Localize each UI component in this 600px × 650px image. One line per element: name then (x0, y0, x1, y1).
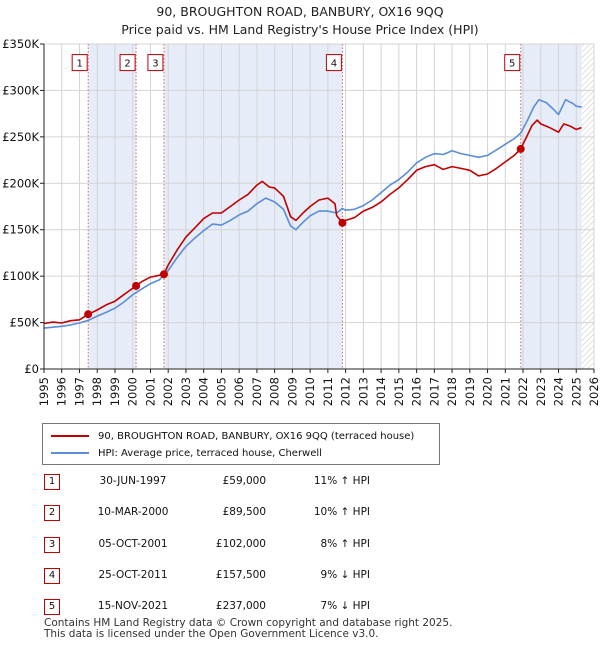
x-tick-label: 1999 (108, 377, 122, 406)
sale-price: £59,000 (222, 475, 266, 487)
x-tick-label: 2024 (552, 377, 566, 406)
x-tick-label: 2002 (161, 377, 175, 406)
y-tick-label: £200K (2, 176, 39, 190)
sale-point (338, 218, 347, 227)
legend-swatch-hpi (51, 452, 89, 454)
sale-label-number: 1 (76, 59, 82, 70)
x-tick-label: 2008 (268, 377, 282, 406)
y-tick-label: £100K (2, 269, 39, 283)
x-tick-label: 2026 (587, 377, 600, 406)
sale-label-number: 4 (331, 59, 337, 70)
sale-hpi-diff: 9% ↓ HPI (320, 569, 370, 581)
sale-row: 2 10-MAR-2000 £89,500 10% ↑ HPI (0, 500, 600, 526)
sale-number-badge: 4 (44, 568, 60, 584)
sale-label-box (147, 54, 164, 72)
property-price-line (43, 119, 582, 325)
chart-subtitle: Price paid vs. HM Land Registry's House … (121, 22, 478, 37)
shaded-period (88, 44, 137, 369)
sale-date: 15-NOV-2021 (97, 600, 169, 612)
attribution-line-2: This data is licensed under the Open Gov… (44, 628, 379, 640)
x-tick-label: 1996 (55, 377, 69, 406)
sale-number-badge: 2 (44, 505, 60, 521)
sale-number-badge: 5 (44, 599, 60, 615)
hpi-line (43, 98, 582, 329)
sale-hpi-diff: 8% ↑ HPI (320, 538, 370, 550)
sale-number-badge: 3 (44, 537, 60, 553)
x-tick-label: 2011 (321, 377, 335, 406)
sale-price: £157,500 (215, 569, 266, 581)
x-tick-label: 2016 (410, 377, 424, 406)
x-tick-label: 2015 (392, 377, 406, 406)
sale-row: 1 30-JUN-1997 £59,000 11% ↑ HPI (0, 469, 600, 495)
x-tick-label: 2019 (463, 377, 477, 406)
sale-date: 10-MAR-2000 (97, 506, 169, 518)
x-tick-label: 2017 (427, 377, 441, 406)
sale-label-box (119, 54, 136, 72)
y-tick-label: £300K (2, 83, 39, 97)
legend-item-property: 90, BROUGHTON ROAD, BANBURY, OX16 9QQ (t… (51, 428, 414, 444)
x-tick-label: 2001 (143, 377, 157, 406)
legend-label-property: 90, BROUGHTON ROAD, BANBURY, OX16 9QQ (t… (98, 430, 415, 442)
sale-number-badge: 1 (44, 474, 60, 490)
sale-row: 3 05-OCT-2001 £102,000 8% ↑ HPI (0, 532, 600, 558)
x-tick-label: 1995 (37, 377, 51, 406)
x-tick-label: 2018 (445, 377, 459, 406)
sale-hpi-diff: 7% ↓ HPI (320, 600, 370, 612)
x-tick-label: 2007 (250, 377, 264, 406)
y-tick-label: £250K (2, 130, 39, 144)
sale-point (516, 144, 525, 153)
attribution: Contains HM Land Registry data © Crown c… (44, 618, 452, 640)
sale-point (84, 310, 93, 319)
legend-label-hpi: HPI: Average price, terraced house, Cher… (98, 447, 322, 459)
x-tick-label: 2004 (197, 377, 211, 406)
x-tick-label: 2010 (303, 377, 317, 406)
x-tick-label: 2014 (374, 377, 388, 406)
sale-label-box (71, 54, 88, 72)
sale-label-number: 5 (509, 59, 515, 70)
x-tick-label: 1997 (72, 377, 86, 406)
y-tick-label: £150K (2, 223, 39, 237)
sale-hpi-diff: 10% ↑ HPI (313, 506, 370, 518)
x-tick-label: 2000 (126, 377, 140, 406)
sale-label-box (504, 54, 521, 72)
x-tick-label: 2022 (516, 377, 530, 406)
sale-row: 5 15-NOV-2021 £237,000 7% ↓ HPI (0, 594, 600, 620)
attribution-line-1: Contains HM Land Registry data © Crown c… (44, 617, 453, 629)
chart-legend: 90, BROUGHTON ROAD, BANBURY, OX16 9QQ (t… (42, 423, 440, 465)
sale-price: £237,000 (215, 600, 266, 612)
chart-title: 90, BROUGHTON ROAD, BANBURY, OX16 9QQ (156, 4, 443, 19)
sale-hpi-diff: 11% ↑ HPI (313, 475, 370, 487)
x-tick-label: 1998 (90, 377, 104, 406)
legend-item-hpi: HPI: Average price, terraced house, Cher… (51, 445, 322, 461)
sale-price: £102,000 (215, 538, 266, 550)
y-tick-label: £0 (24, 362, 39, 376)
x-tick-label: 2005 (214, 377, 228, 406)
y-tick-label: £50K (10, 316, 40, 330)
forecast-hatch (581, 44, 594, 369)
x-tick-label: 2023 (534, 377, 548, 406)
x-tick-label: 2012 (339, 377, 353, 406)
sale-date: 30-JUN-1997 (99, 475, 167, 487)
sale-point (159, 270, 168, 279)
sale-date: 25-OCT-2011 (98, 569, 168, 581)
price-chart: 90, BROUGHTON ROAD, BANBURY, OX16 9QQ Pr… (2, 4, 600, 406)
x-tick-label: 2013 (356, 377, 370, 406)
legend-swatch-property (51, 435, 89, 437)
sale-label-box (325, 54, 342, 72)
x-tick-label: 2006 (232, 377, 246, 406)
x-tick-label: 2020 (481, 377, 495, 406)
sale-price: £89,500 (222, 506, 266, 518)
sale-point (132, 281, 141, 290)
x-tick-label: 2003 (179, 377, 193, 406)
x-tick-label: 2021 (498, 377, 512, 406)
shaded-period (520, 44, 582, 369)
sale-label-number: 3 (152, 59, 158, 70)
sale-date: 05-OCT-2001 (98, 538, 168, 550)
x-tick-label: 2009 (285, 377, 299, 406)
sale-label-number: 2 (124, 59, 130, 70)
x-tick-label: 2025 (569, 377, 583, 406)
sale-row: 4 25-OCT-2011 £157,500 9% ↓ HPI (0, 563, 600, 589)
y-tick-label: £350K (2, 37, 39, 51)
